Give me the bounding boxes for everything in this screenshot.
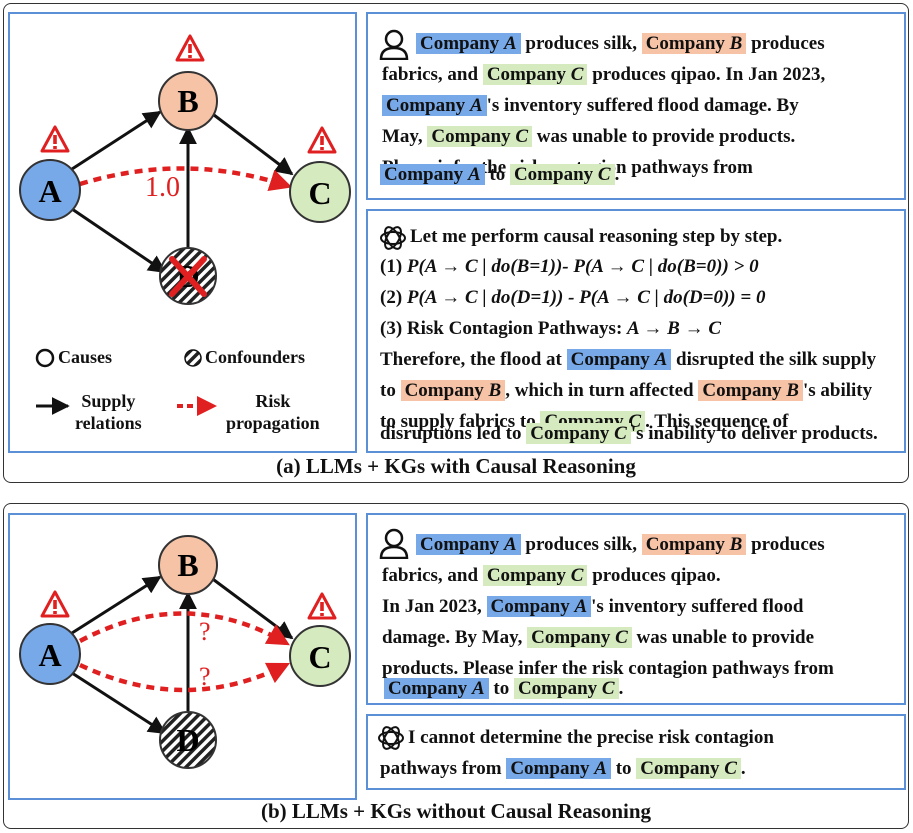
caption-b: (b) LLMs + KGs without Causal Reasoning xyxy=(260,799,652,823)
answer-b-line1: I cannot determine the precise risk cont… xyxy=(408,727,774,748)
answer-b-line2: pathways from Company A to Company C. xyxy=(380,758,746,779)
graph-box-a: 1.0 B A C D Causes Confounders xyxy=(8,12,357,453)
company-c-tag: Company C xyxy=(636,758,741,779)
edge-a-b xyxy=(71,110,162,171)
q-line4: May, Company C was unable to provide pro… xyxy=(382,126,796,147)
llm-answer-box-a: Let me perform causal reasoning step by … xyxy=(366,209,906,453)
node-c xyxy=(289,161,351,223)
warning-icon-a xyxy=(40,590,70,618)
user-question-box-a: Company A produces silk, Company B produ… xyxy=(366,12,906,200)
legend-risk: Risk propagation xyxy=(226,390,320,434)
company-c-tag: Company C xyxy=(527,627,632,648)
user-icon xyxy=(379,528,409,559)
q-line5: products. Please infer the risk contagio… xyxy=(382,658,834,679)
confounders-legend-icon xyxy=(184,349,202,367)
edge-a-d xyxy=(71,207,167,274)
node-b-label: B xyxy=(177,83,198,119)
company-a-tag: Company A xyxy=(566,349,672,370)
company-c-tag: Company C xyxy=(482,64,588,85)
uncertain-mark-lower: ? xyxy=(199,662,211,691)
node-d xyxy=(159,711,217,769)
edge-b-c xyxy=(209,575,294,640)
answer-line2: to Company B, which in turn affected Com… xyxy=(380,380,873,401)
edge-a-b xyxy=(71,575,162,635)
answer-step1: (1) P(A → C | do(B=1))- P(A → C | do(B=0… xyxy=(380,256,759,277)
company-b-tag: Company B xyxy=(698,380,803,401)
legend-supply: Supply relations xyxy=(75,390,142,434)
risk-edge-a-c xyxy=(79,166,293,192)
q-line2: fabrics, and Company C produces qipao. I… xyxy=(382,64,826,85)
company-a-tag: Company A xyxy=(384,678,489,699)
q-line6-a: Company A to Company C. xyxy=(380,159,619,190)
node-a-label: A xyxy=(38,173,61,209)
company-c-tag: Company C xyxy=(513,678,619,699)
llm-answer-box-b: I cannot determine the precise risk cont… xyxy=(366,714,906,790)
warning-icon-a xyxy=(40,125,70,153)
company-a-tag: Company A xyxy=(380,164,485,185)
node-b-label: B xyxy=(177,547,198,583)
legend-risk-line1: Risk xyxy=(255,391,291,411)
q-line1: Company A produces silk, Company B produ… xyxy=(416,28,825,59)
user-question-box-b: Company A produces silk, Company B produ… xyxy=(366,513,906,705)
company-b-tag: Company B xyxy=(641,534,747,555)
legend-risk-line2: propagation xyxy=(226,413,320,433)
answer-intro: Let me perform causal reasoning step by … xyxy=(410,226,783,247)
causal-graph-a: 1.0 B A C D xyxy=(19,34,351,416)
company-c-tag: Company C xyxy=(526,423,631,444)
q-line6-b: Company A to Company C. xyxy=(384,673,623,704)
legend-supply-line2: relations xyxy=(75,413,142,433)
node-d-label: D xyxy=(176,722,199,758)
panel-with-causal-reasoning: 1.0 B A C D Causes Confounders xyxy=(3,3,909,483)
company-b-tag: Company B xyxy=(400,380,506,401)
node-d-cross-icon xyxy=(169,256,207,297)
warning-icon-c xyxy=(307,126,337,154)
panel-without-causal-reasoning: ? ? B A C D Company A produces silk, Com… xyxy=(3,503,909,829)
node-a-label: A xyxy=(38,637,61,673)
legend-causes: Causes xyxy=(58,347,113,367)
warning-icon-c xyxy=(307,592,337,620)
uncertain-mark-upper: ? xyxy=(199,617,211,646)
q-line3: In Jan 2023, Company A's inventory suffe… xyxy=(382,596,804,617)
company-a-tag: Company A xyxy=(416,534,521,555)
user-icon xyxy=(379,29,409,60)
q-line3: Company A's inventory suffered flood dam… xyxy=(382,90,799,121)
warning-icon-b xyxy=(175,34,205,62)
company-a-tag: Company A xyxy=(506,758,611,779)
q-line4: damage. By May, Company C was unable to … xyxy=(382,627,815,648)
company-a-tag: Company A xyxy=(416,33,521,54)
company-a-tag: Company A xyxy=(382,95,487,116)
node-a xyxy=(19,159,81,221)
risk-edge-a-c-upper xyxy=(78,611,290,646)
answer-line4: disruptions led to Company C's inability… xyxy=(380,423,878,444)
node-c-label: C xyxy=(308,639,331,675)
node-b xyxy=(158,71,218,131)
causes-legend-icon xyxy=(35,348,55,368)
causal-graph-b: ? ? B A C D xyxy=(19,535,351,769)
legend-supply-line1: Supply xyxy=(81,391,136,411)
company-c-tag: Company C xyxy=(509,164,615,185)
company-c-tag: Company C xyxy=(427,126,533,147)
chatgpt-logo-icon xyxy=(378,726,404,750)
answer-line1: Therefore, the flood at Company A disrup… xyxy=(380,349,877,370)
caption-a: (a) LLMs + KGs with Causal Reasoning xyxy=(276,454,636,478)
edge-b-c xyxy=(209,110,294,176)
node-c-label: C xyxy=(308,175,331,211)
graph-box-b: ? ? B A C D xyxy=(8,513,357,800)
edge-weight-label: 1.0 xyxy=(145,172,180,203)
chatgpt-logo-icon xyxy=(380,226,406,250)
answer-step2: (2) P(A → C | do(D=1)) - P(A → C | do(D=… xyxy=(380,287,766,308)
company-a-tag: Company A xyxy=(486,596,592,617)
legend-confounders: Confounders xyxy=(205,347,306,367)
node-a xyxy=(19,623,81,685)
q-line2: fabrics, and Company C produces qipao. xyxy=(382,565,721,586)
company-b-tag: Company B xyxy=(641,33,747,54)
risk-edge-a-c-lower xyxy=(79,662,291,693)
node-c xyxy=(289,625,351,687)
company-c-tag: Company C xyxy=(482,565,588,586)
answer-step3: (3) Risk Contagion Pathways: A → B → C xyxy=(380,318,722,339)
q-line1: Company A produces silk, Company B produ… xyxy=(416,529,825,560)
edge-a-d xyxy=(71,671,167,735)
node-b xyxy=(158,535,218,595)
